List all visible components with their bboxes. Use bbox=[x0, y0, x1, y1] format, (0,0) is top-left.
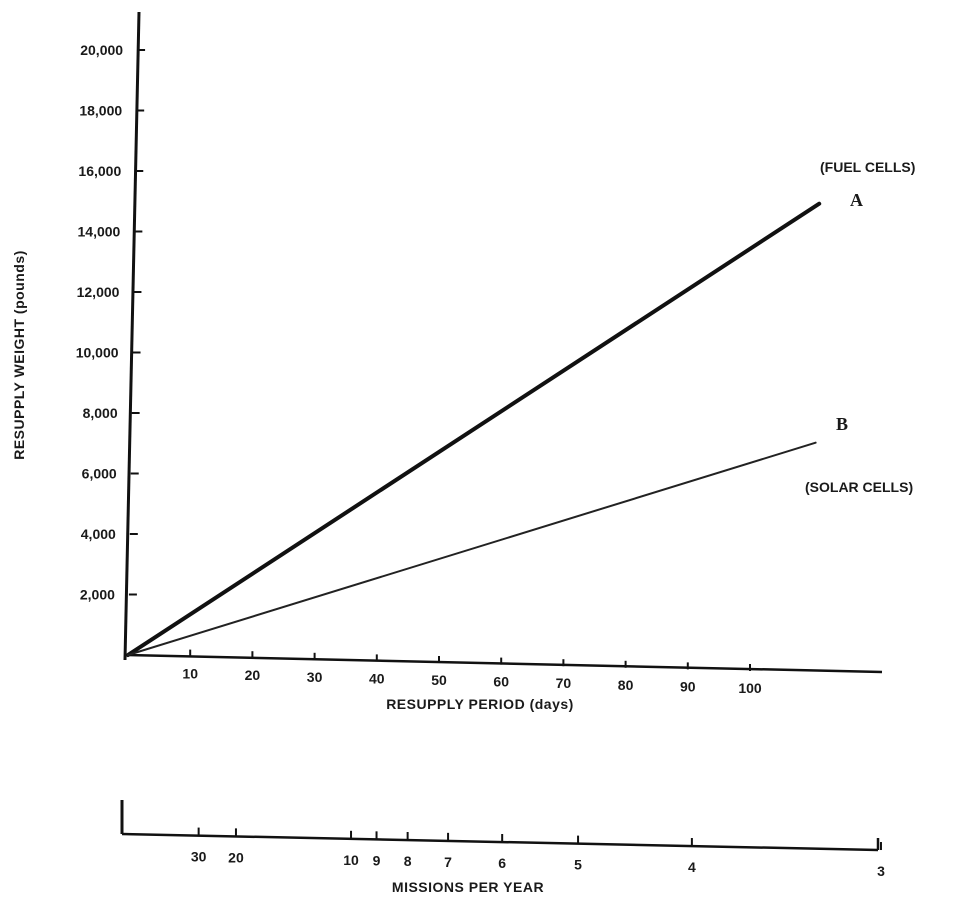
series-a-note: (FUEL CELLS) bbox=[820, 159, 915, 175]
x-tick-label: 30 bbox=[307, 669, 323, 685]
x2-tick-label: 30 bbox=[191, 849, 207, 865]
x2-tick-label: 5 bbox=[574, 857, 582, 873]
x-tick-label: 100 bbox=[738, 680, 762, 696]
y-tick-label: 18,000 bbox=[79, 103, 122, 119]
series-b-label: B bbox=[836, 414, 848, 434]
series-a-line bbox=[126, 201, 822, 657]
x2-tick-label: 9 bbox=[373, 852, 381, 868]
y-tick-label: 20,000 bbox=[80, 42, 123, 58]
x2-tick-label: 7 bbox=[444, 854, 452, 870]
y-tick-label: 8,000 bbox=[83, 405, 118, 421]
x-tick-label: 80 bbox=[618, 677, 634, 693]
x-tick-label: 90 bbox=[680, 678, 696, 694]
y-tick-label: 12,000 bbox=[77, 284, 120, 300]
x2-tick-label: 20 bbox=[228, 849, 244, 865]
x2-axis-title: MISSIONS PER YEAR bbox=[392, 879, 544, 895]
x2-tick-label: 4 bbox=[688, 859, 696, 875]
y-tick-label: 10,000 bbox=[76, 345, 119, 361]
series-layer bbox=[126, 201, 822, 657]
series-a-label: A bbox=[850, 190, 863, 210]
y-tick-label: 4,000 bbox=[81, 526, 116, 542]
y-axis-title: RESUPPLY WEIGHT (pounds) bbox=[11, 250, 27, 460]
x-tick-label: 40 bbox=[369, 670, 385, 686]
axes: 2,000 4,000 6,000 8,000 10,000 12,000 14,000 16… bbox=[76, 11, 885, 879]
x2-tick-label: 3 bbox=[877, 863, 885, 879]
labels: RESUPPLY WEIGHT (pounds) RESUPPLY PERIOD… bbox=[11, 159, 915, 895]
x-tick-label: 70 bbox=[556, 675, 572, 691]
x2-tick-label: 8 bbox=[404, 853, 412, 869]
x-tick-label: 60 bbox=[493, 674, 509, 690]
y-tick-label: 6,000 bbox=[82, 466, 117, 482]
y-tick-label: 14,000 bbox=[78, 224, 121, 240]
x2-tick-label: 10 bbox=[343, 852, 359, 868]
series-b-note: (SOLAR CELLS) bbox=[805, 479, 913, 495]
x-tick-label: 10 bbox=[182, 666, 198, 682]
x-tick-label: 20 bbox=[245, 667, 261, 683]
x2-axis-line bbox=[121, 832, 879, 852]
x2-tick-label: 6 bbox=[498, 855, 506, 871]
x-axis-title: RESUPPLY PERIOD (days) bbox=[386, 696, 574, 712]
y-tick-label: 2,000 bbox=[80, 587, 115, 603]
x-tick-label: 50 bbox=[431, 672, 447, 688]
series-b-line bbox=[127, 441, 817, 656]
y-axis-line bbox=[123, 11, 141, 661]
x-axis-line bbox=[124, 653, 883, 674]
y-tick-label: 16,000 bbox=[78, 163, 121, 179]
